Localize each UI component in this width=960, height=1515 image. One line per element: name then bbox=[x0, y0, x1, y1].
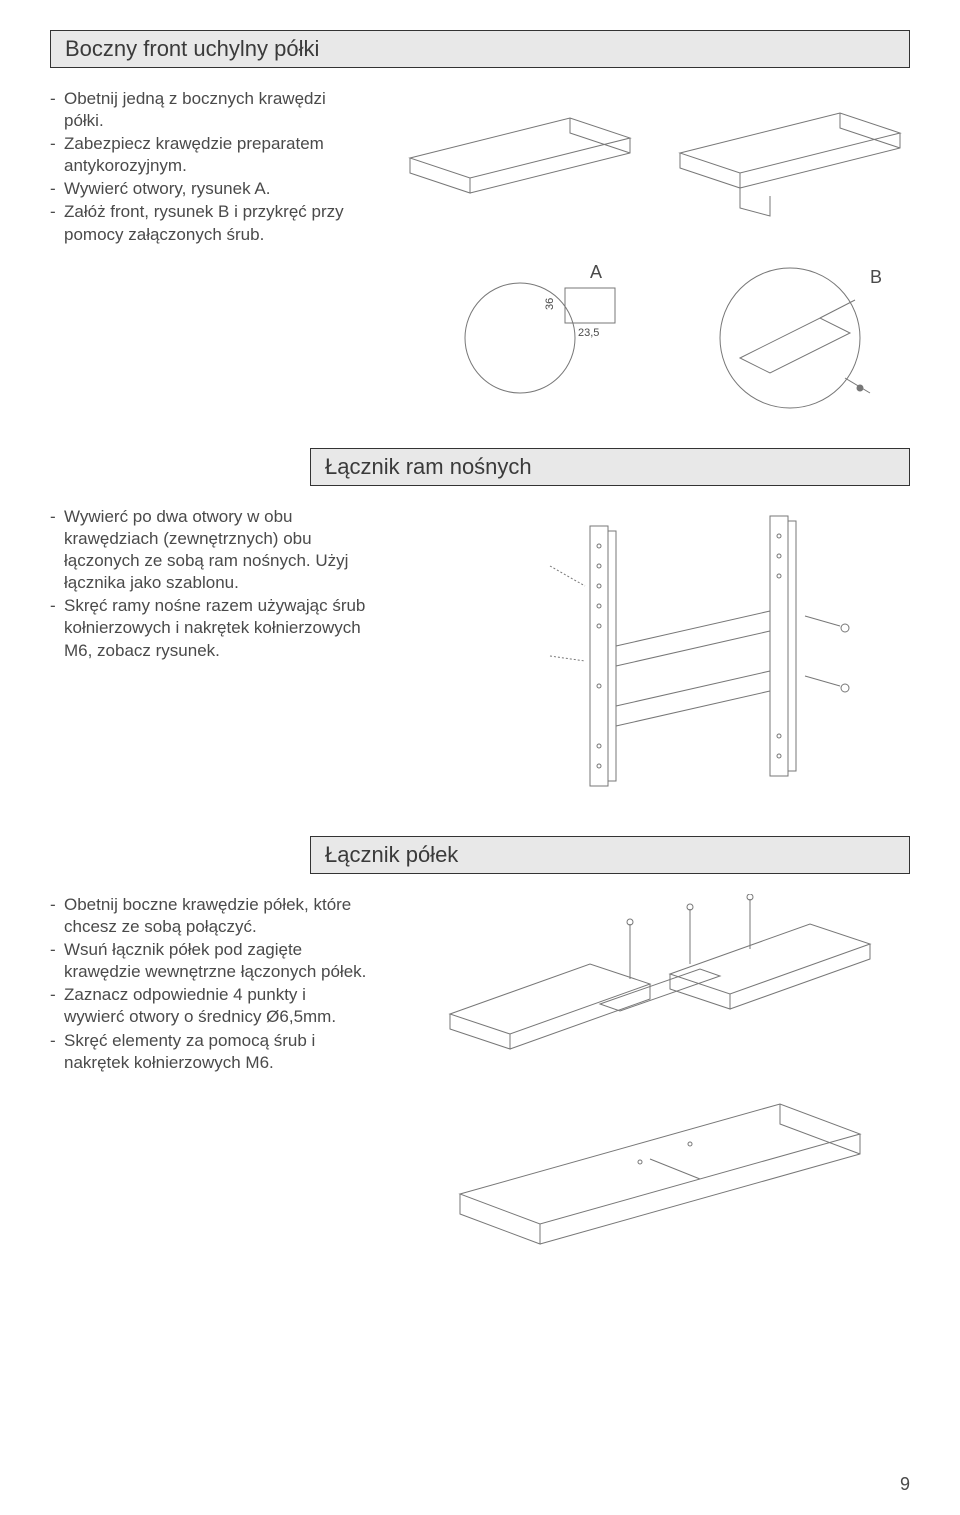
section-1-title: Boczny front uchylny półki bbox=[50, 30, 910, 68]
diagram-1-svg: A B 36 23,5 bbox=[390, 88, 910, 418]
instr-2-0: Wywierć po dwa otwory w obu krawędziach … bbox=[64, 506, 370, 594]
diagram-1: A B 36 23,5 bbox=[390, 88, 910, 418]
instr-1-3: Załóż front, rysunek B i przykręć przy p… bbox=[64, 201, 370, 245]
dim-v: 36 bbox=[544, 298, 556, 310]
section-1: Boczny front uchylny półki -Obetnij jedn… bbox=[50, 30, 910, 418]
diagram-2-svg bbox=[390, 506, 910, 806]
instr-1-2: Wywierć otwory, rysunek A. bbox=[64, 178, 370, 200]
instructions-1: -Obetnij jedną z bocznych krawędzi półki… bbox=[50, 88, 370, 246]
label-b: B bbox=[870, 267, 882, 287]
section-1-content: -Obetnij jedną z bocznych krawędzi półki… bbox=[50, 88, 910, 418]
section-3-text: -Obetnij boczne krawędzie półek, które c… bbox=[50, 894, 370, 1274]
instr-2-1: Skręć ramy nośne razem używając śrub koł… bbox=[64, 595, 370, 661]
section-3-title: Łącznik półek bbox=[310, 836, 910, 874]
label-a: A bbox=[590, 262, 602, 282]
section-2-content: -Wywierć po dwa otwory w obu krawędziach… bbox=[50, 506, 910, 806]
instr-3-1: Wsuń łącznik półek pod zagięte krawędzie… bbox=[64, 939, 370, 983]
section-3-content: -Obetnij boczne krawędzie półek, które c… bbox=[50, 894, 910, 1274]
dim-h: 23,5 bbox=[578, 327, 599, 339]
instr-3-2: Zaznacz odpowiednie 4 punkty i wywierć o… bbox=[64, 984, 370, 1028]
instr-3-3: Skręć elementy za pomocą śrub i nakrętek… bbox=[64, 1030, 370, 1074]
diagram-3 bbox=[390, 894, 910, 1274]
instructions-2: -Wywierć po dwa otwory w obu krawędziach… bbox=[50, 506, 370, 662]
instr-3-0: Obetnij boczne krawędzie półek, które ch… bbox=[64, 894, 370, 938]
section-3: Łącznik półek -Obetnij boczne krawędzie … bbox=[50, 836, 910, 1274]
section-2-title: Łącznik ram nośnych bbox=[310, 448, 910, 486]
section-1-text: -Obetnij jedną z bocznych krawędzi półki… bbox=[50, 88, 370, 418]
diagram-3-svg bbox=[390, 894, 910, 1274]
section-2: Łącznik ram nośnych -Wywierć po dwa otwo… bbox=[50, 448, 910, 806]
instructions-3: -Obetnij boczne krawędzie półek, które c… bbox=[50, 894, 370, 1074]
section-2-text: -Wywierć po dwa otwory w obu krawędziach… bbox=[50, 506, 370, 806]
page-number: 9 bbox=[900, 1474, 910, 1495]
diagram-2 bbox=[390, 506, 910, 806]
instr-1-0: Obetnij jedną z bocznych krawędzi półki. bbox=[64, 88, 370, 132]
instr-1-1: Zabezpiecz krawędzie preparatem antykoro… bbox=[64, 133, 370, 177]
